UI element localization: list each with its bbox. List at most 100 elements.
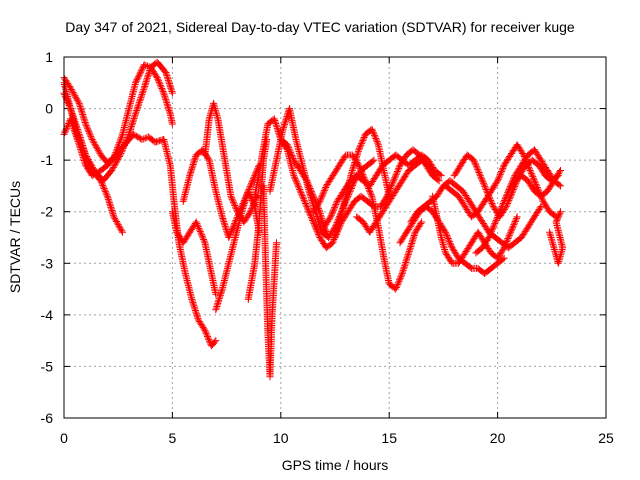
data-point: [497, 206, 505, 214]
data-point: [397, 178, 405, 186]
data-point: [474, 228, 482, 236]
data-point: [496, 251, 503, 259]
data-point: [556, 168, 563, 176]
data-point: [515, 166, 523, 174]
data-point: [369, 127, 376, 135]
data-point: [512, 170, 520, 178]
data-point: [413, 225, 421, 233]
data-point: [231, 202, 239, 209]
data-point: [388, 193, 396, 201]
data-point: [368, 125, 376, 133]
data-point: [310, 220, 318, 228]
data-point: [367, 191, 375, 199]
data-point: [400, 155, 408, 163]
data-point: [504, 235, 512, 242]
data-point: [312, 224, 320, 232]
data-point: [357, 168, 365, 175]
data-point: [477, 173, 485, 181]
data-series-25: [504, 146, 564, 195]
data-point: [331, 234, 339, 241]
data-point: [410, 214, 418, 222]
data-point: [333, 199, 340, 207]
data-point: [483, 187, 491, 195]
data-point: [366, 228, 374, 236]
data-point: [506, 230, 514, 238]
data-point: [74, 136, 81, 144]
data-point: [92, 142, 100, 150]
data-point: [506, 153, 514, 160]
x-tick-label: 25: [598, 430, 614, 446]
data-point: [280, 140, 288, 148]
data-point: [356, 144, 363, 152]
data-point: [204, 333, 211, 340]
data-point: [397, 273, 405, 281]
data-point: [531, 177, 539, 185]
data-point: [211, 338, 219, 346]
data-point: [83, 123, 91, 131]
data-point: [395, 183, 402, 191]
data-point: [398, 271, 406, 279]
data-point: [470, 158, 478, 166]
data-point: [340, 154, 348, 162]
data-point: [200, 325, 208, 333]
data-point: [546, 183, 554, 191]
data-point: [331, 202, 339, 210]
data-point: [538, 166, 546, 174]
data-point: [100, 185, 108, 192]
data-point: [85, 128, 93, 136]
y-tick-label: -3: [41, 255, 54, 271]
data-point: [343, 209, 351, 217]
data-point: [204, 155, 212, 163]
data-point: [527, 170, 535, 178]
data-point: [390, 177, 397, 185]
data-point: [540, 199, 548, 207]
data-point: [496, 171, 504, 179]
data-point: [471, 159, 479, 167]
data-point: [508, 178, 516, 186]
data-point: [555, 211, 563, 219]
data-point: [155, 77, 162, 85]
data-point: [136, 70, 144, 78]
data-point: [541, 162, 549, 170]
data-point: [212, 337, 220, 345]
data-point: [296, 187, 304, 195]
data-point: [532, 180, 540, 188]
data-point: [451, 170, 459, 178]
data-point: [552, 218, 560, 226]
data-point: [436, 171, 444, 179]
data-series-11: [260, 182, 280, 381]
data-point: [292, 178, 300, 186]
data-point: [314, 229, 322, 237]
data-point: [477, 215, 485, 223]
data-point: [393, 282, 401, 290]
data-point: [308, 215, 316, 223]
data-point: [140, 61, 148, 69]
data-point: [321, 185, 329, 193]
data-point: [248, 196, 256, 204]
data-point: [358, 169, 366, 177]
data-point: [158, 85, 166, 92]
data-point: [93, 143, 100, 151]
data-point: [378, 200, 386, 208]
data-point: [203, 331, 211, 339]
data-point: [250, 201, 258, 209]
data-point: [73, 95, 81, 103]
data-point: [359, 218, 367, 226]
data-point: [327, 213, 335, 221]
data-point: [311, 205, 319, 213]
data-point: [507, 228, 515, 236]
data-point: [369, 224, 376, 232]
data-point: [328, 210, 336, 218]
data-point: [369, 178, 376, 185]
data-point: [489, 203, 497, 211]
data-point: [528, 217, 536, 225]
data-point: [337, 192, 345, 199]
data-point: [470, 234, 478, 242]
data-point: [327, 175, 335, 183]
data-point: [311, 223, 319, 231]
data-point: [200, 236, 208, 243]
data-point: [518, 232, 526, 240]
data-point: [318, 236, 326, 244]
data-point: [72, 93, 80, 101]
data-series-26: [546, 208, 567, 267]
